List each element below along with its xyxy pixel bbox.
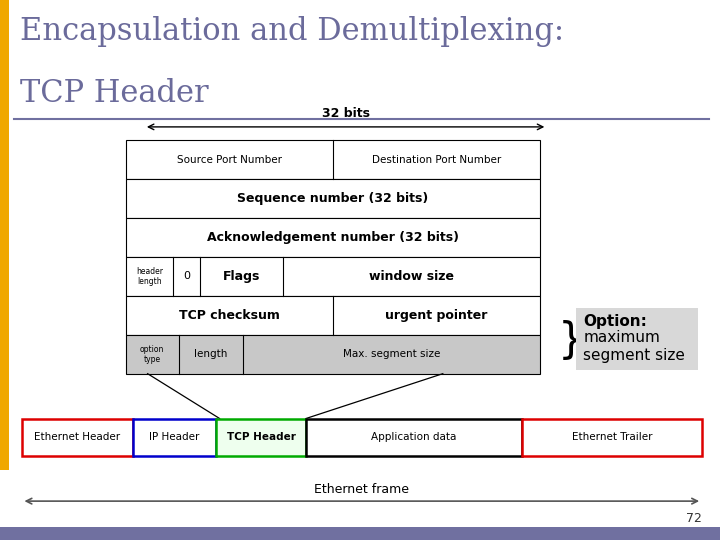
Text: Application data: Application data [372,433,456,442]
Text: Ethernet Header: Ethernet Header [35,433,120,442]
Bar [0,0,9,470]
Bar [216,418,306,456]
Text: IP Header: IP Header [150,433,199,442]
Bar [133,418,216,456]
Text: TCP Header: TCP Header [20,78,209,109]
Text: window size: window size [369,270,454,283]
Text: Source Port Number: Source Port Number [177,155,282,165]
Text: Destination Port Number: Destination Port Number [372,155,501,165]
Text: }: } [558,320,585,362]
Text: urgent pointer: urgent pointer [385,309,487,322]
Bar [126,257,540,296]
Text: length: length [194,349,228,359]
Text: header
length: header length [136,267,163,286]
Bar [22,418,133,456]
Bar [126,140,540,179]
Text: 32 bits: 32 bits [322,107,369,120]
Bar [126,179,540,218]
Text: Acknowledgement number (32 bits): Acknowledgement number (32 bits) [207,231,459,244]
Text: TCP Header: TCP Header [227,433,295,442]
Bar [126,296,540,335]
Text: Option:: Option: [583,314,647,329]
Bar [576,308,698,370]
Text: Encapsulation and Demultiplexing:: Encapsulation and Demultiplexing: [20,16,564,47]
Text: TCP checksum: TCP checksum [179,309,280,322]
Bar [0,526,720,540]
Text: Sequence number (32 bits): Sequence number (32 bits) [238,192,428,205]
Bar [306,418,522,456]
Text: Flags: Flags [223,270,260,283]
Text: option
type: option type [140,345,164,364]
Bar [126,218,540,257]
Text: Ethernet Trailer: Ethernet Trailer [572,433,652,442]
Text: maximum
segment size: maximum segment size [583,330,685,363]
Text: 72: 72 [686,512,702,525]
Text: 0: 0 [183,272,190,281]
Bar [126,335,540,374]
Bar [522,418,702,456]
Text: Ethernet frame: Ethernet frame [315,483,409,496]
Text: Max. segment size: Max. segment size [343,349,441,359]
